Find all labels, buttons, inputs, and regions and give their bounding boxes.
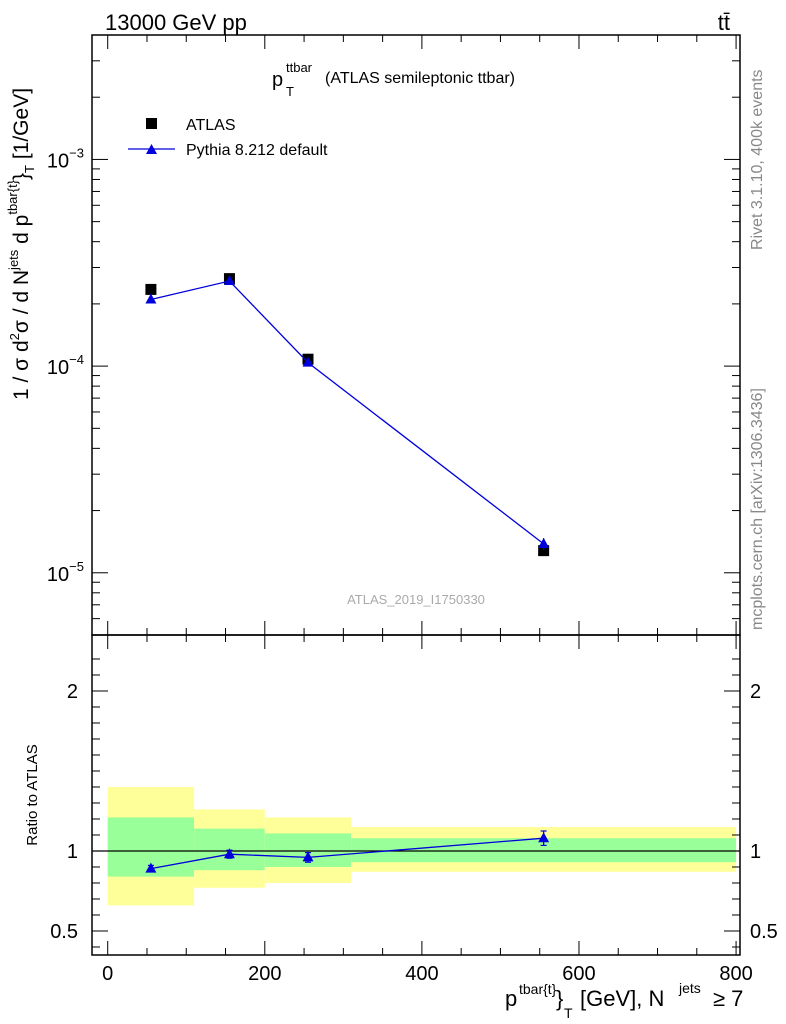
title-sub: T xyxy=(286,84,294,99)
pythia-data-point xyxy=(302,356,314,367)
title-p: p xyxy=(272,69,283,91)
xlabel-condition: ≥ 7 xyxy=(713,986,743,1011)
pythia-data-point xyxy=(145,293,157,304)
main-ylabel: 1 / σ d2σ / d Njets d ptbar{t}}T [1/GeV] xyxy=(5,88,37,400)
mcplots-label: mcplots.cern.ch [arXiv:1306.3436] xyxy=(749,388,766,630)
pythia-line xyxy=(150,280,545,545)
legend-atlas-marker xyxy=(146,118,157,129)
ratio-y-tick-label-left: 2 xyxy=(67,681,78,703)
xlabel-p-sup: tbar{t} xyxy=(519,981,557,997)
x-axis-label: p tbar{t} } T [GeV], N jets ≥ 7 xyxy=(505,980,743,1021)
analysis-watermark: ATLAS_2019_I1750330 xyxy=(347,592,485,607)
x-tick-label: 400 xyxy=(405,963,438,985)
ratio-data-point xyxy=(145,862,157,873)
ratio-y-tick-label-left: 0.5 xyxy=(50,921,78,943)
title-sup: ttbar xyxy=(286,60,313,75)
ratio-ylabel: Ratio to ATLAS xyxy=(24,744,41,845)
rivet-label: Rivet 3.1.10, 400k events xyxy=(749,69,766,250)
xlabel-unit: [GeV], N xyxy=(580,986,664,1011)
main-y-tick-label: 10−3 xyxy=(47,145,84,172)
ratio-data-point xyxy=(538,832,550,843)
ratio-series xyxy=(145,830,550,873)
x-tick-label: 0 xyxy=(102,963,113,985)
ratio-line xyxy=(150,837,544,870)
ratio-bands xyxy=(107,787,737,906)
pythia-data-point xyxy=(223,275,235,286)
ratio-y-tick-label-right: 2 xyxy=(750,681,761,703)
legend-pythia-label: Pythia 8.212 default xyxy=(186,142,328,159)
xlabel-p: p xyxy=(505,986,517,1011)
energy-label: 13000 GeV pp xyxy=(105,10,247,35)
atlas-data-point xyxy=(538,545,550,557)
process-label: tt̄ xyxy=(718,10,730,35)
ratio-y-tick-label-right: 1 xyxy=(750,841,761,863)
pythia-data-point xyxy=(538,537,550,548)
title-rest: (ATLAS semileptonic ttbar) xyxy=(325,70,515,87)
ratio-data-point xyxy=(223,848,235,859)
ratio-y-tick-label-right: 0.5 xyxy=(750,921,778,943)
main-y-tick-label: 10−5 xyxy=(47,559,84,586)
main-title: p ttbar T (ATLAS semileptonic ttbar) xyxy=(272,60,515,99)
x-tick-label: 800 xyxy=(719,963,752,985)
atlas-data-point xyxy=(145,283,157,295)
axes: 0 200 400 600 800 10−3 10−4 10−5 0.5 0.5 1 1 2 2 xyxy=(47,34,778,985)
legend-atlas-label: ATLAS xyxy=(186,117,236,134)
main-series xyxy=(145,273,550,557)
ratio-y-tick-label-left: 1 xyxy=(67,841,78,863)
xlabel-p-sub: T xyxy=(564,1005,573,1021)
legend-pythia-marker xyxy=(146,144,157,154)
ratio-frame xyxy=(91,634,741,956)
xlabel-n-sup: jets xyxy=(678,980,701,996)
x-tick-label: 600 xyxy=(562,963,595,985)
main-y-tick-label: 10−4 xyxy=(47,352,84,379)
legend: ATLAS Pythia 8.212 default xyxy=(128,117,328,159)
x-tick-label: 200 xyxy=(248,963,281,985)
xlabel-p-close: } xyxy=(556,986,563,1011)
ratio-data-point xyxy=(302,851,314,862)
